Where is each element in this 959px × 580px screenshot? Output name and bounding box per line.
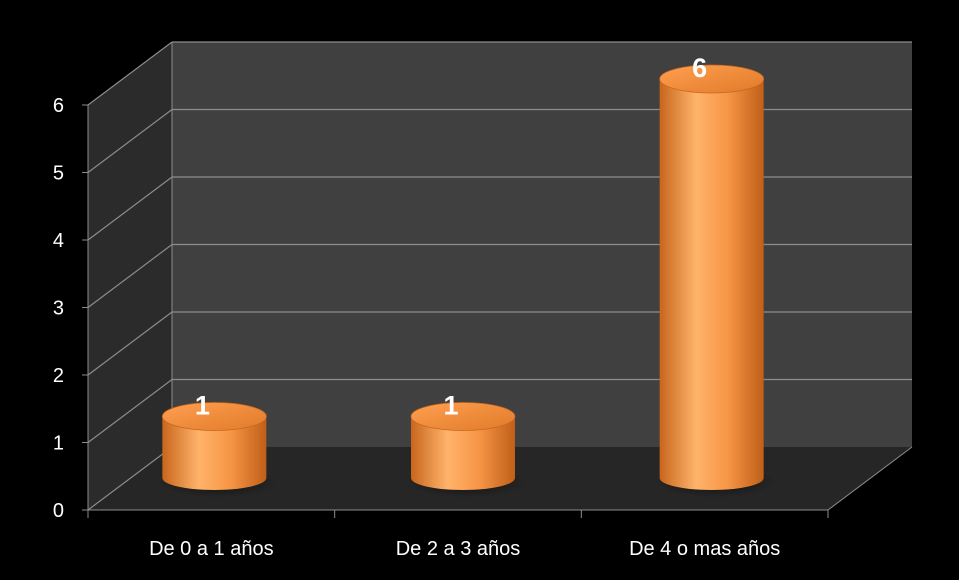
bar (158, 402, 279, 498)
gridline-side (87, 379, 173, 443)
data-label: 6 (692, 53, 707, 83)
gridline-side (87, 311, 173, 376)
bar-body (659, 79, 764, 491)
gridline-side (87, 446, 173, 511)
bar-top (161, 402, 267, 431)
gridline-side (87, 109, 173, 173)
x-tick-label: De 2 a 3 años (396, 538, 521, 560)
gridline-side (87, 244, 173, 308)
y-tick-label: 0 (53, 500, 64, 522)
y-tick-label: 6 (53, 95, 64, 117)
bar-body (162, 416, 267, 491)
bars (158, 64, 776, 498)
bar-top (410, 402, 516, 431)
x-axis-ticks: De 0 a 1 años De 2 a 3 años De 4 o mas año… (87, 510, 829, 560)
y-tick-label: 5 (53, 163, 64, 185)
y-tick-label: 2 (53, 365, 64, 387)
data-label: 1 (443, 391, 458, 421)
data-label: 1 (195, 391, 210, 421)
gridline-side (87, 41, 173, 106)
y-tick-label: 1 (53, 433, 64, 455)
floor-edge (827, 446, 913, 511)
bar-top (659, 64, 765, 94)
labels: 1 1 6 (195, 53, 707, 421)
gridlines (87, 41, 913, 511)
x-tick-label: De 0 a 1 años (149, 538, 274, 560)
gridline-side (87, 176, 173, 241)
bar (407, 402, 527, 498)
bar-body (411, 416, 515, 490)
y-tick-label: 3 (53, 298, 64, 320)
bar (655, 64, 776, 498)
y-tick-label: 4 (53, 230, 64, 252)
x-tick-label: De 4 o mas años (629, 538, 780, 560)
y-axis-ticks: 0 1 2 3 4 5 6 (53, 95, 88, 522)
